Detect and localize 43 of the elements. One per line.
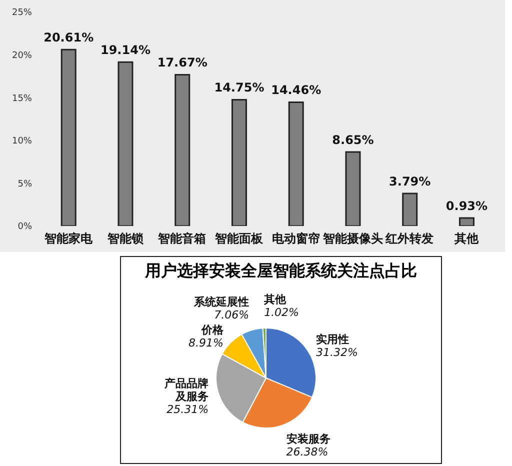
slice-label: 安装服务: [286, 432, 330, 446]
y-tick-label: 10%: [12, 136, 32, 147]
x-tick-label: 智能音箱: [157, 232, 206, 246]
data-label: 26.38%: [286, 445, 328, 458]
bar: [402, 192, 418, 226]
data-label: 0.93%: [446, 199, 488, 214]
data-label: 31.32%: [316, 346, 358, 359]
x-tick-label: 红外转发: [384, 232, 434, 246]
bar: [288, 101, 304, 226]
slice-label: 系统延展性: [193, 295, 250, 308]
data-label: 25.31%: [166, 402, 209, 416]
data-label: 19.14%: [100, 43, 150, 58]
y-tick-label: 0%: [18, 222, 32, 232]
data-label: 20.61%: [44, 30, 94, 45]
data-label: 17.67%: [157, 56, 208, 70]
data-label: 3.79%: [389, 174, 431, 189]
y-tick-label: 25%: [12, 8, 32, 18]
x-tick-label: 电动窗帘: [272, 232, 320, 246]
bar: [345, 151, 361, 226]
slice-label: 其他: [263, 293, 288, 306]
bar: [60, 48, 76, 226]
slice-label: 实用性: [316, 332, 349, 346]
data-label: 1.02%: [264, 306, 300, 320]
x-tick-label: 智能面板: [214, 232, 264, 246]
bar: [118, 61, 134, 226]
x-tick-label: 其他: [454, 232, 480, 246]
data-label: 7.06%: [214, 308, 250, 322]
y-tick-label: 15%: [12, 94, 32, 104]
x-tick-label: 智能摄像头: [322, 232, 383, 246]
y-tick-label: 5%: [18, 179, 32, 190]
data-label: 14.46%: [271, 83, 322, 98]
x-tick-label: 智能锁: [106, 232, 144, 246]
data-label: 14.75%: [214, 80, 264, 95]
bar: [174, 74, 190, 226]
slice-label: 产品品牌及服务: [164, 376, 209, 403]
slice-label: 价格: [200, 324, 224, 337]
chart-title: 用户选择安装全屋智能系统关注点占比: [144, 261, 418, 282]
data-label: 8.65%: [332, 132, 374, 147]
data-label: 8.91%: [188, 336, 224, 350]
bar: [231, 98, 247, 226]
y-tick-label: 20%: [12, 50, 32, 61]
bar: [458, 217, 474, 226]
x-tick-label: 智能家电: [43, 232, 94, 246]
